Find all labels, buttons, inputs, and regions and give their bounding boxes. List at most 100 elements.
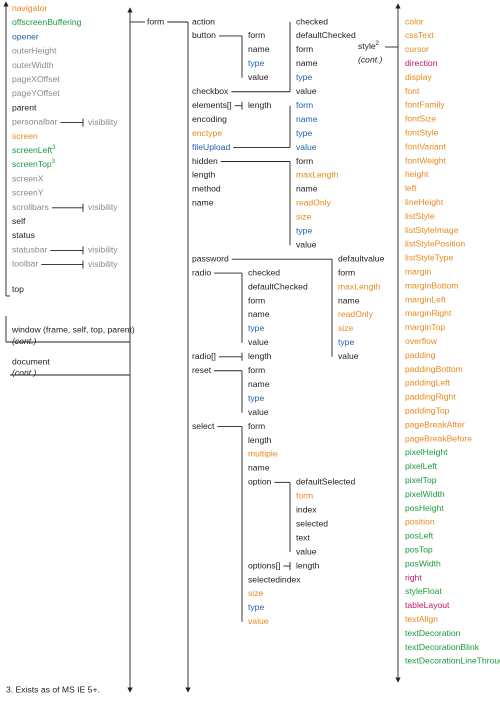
window-property: screenX <box>12 174 44 184</box>
footnote-ref: 3 <box>52 159 56 165</box>
style-property: pixelTop <box>405 475 437 485</box>
property: name <box>248 379 270 389</box>
property: name <box>248 309 270 319</box>
property-name: outerWidth <box>12 60 54 70</box>
property: defaultvalue <box>338 253 385 263</box>
style-property: left <box>405 183 417 193</box>
property: form <box>296 156 313 166</box>
property: radio[] <box>192 351 216 361</box>
property: length <box>248 435 272 445</box>
property: selectedindex <box>248 574 301 584</box>
property-name: top <box>12 284 24 294</box>
property: maxLength <box>338 281 381 291</box>
style-property: listStyleType <box>405 253 453 263</box>
property: value <box>296 546 317 556</box>
property-name: screenLeft <box>12 145 53 155</box>
style-property: tableLayout <box>405 600 450 610</box>
property: selected <box>296 518 328 528</box>
window-property: scrollbars <box>12 202 49 212</box>
property: type <box>248 323 264 333</box>
window-property: toolbar <box>12 259 38 269</box>
window-property: screenTop3 <box>12 159 56 170</box>
window-property: personalbar <box>12 117 58 127</box>
style-property: fontVariant <box>405 141 447 151</box>
property-name: parent <box>12 103 37 113</box>
property-name: self <box>12 216 26 226</box>
property: name <box>248 463 270 473</box>
style-property: styleFloat <box>405 586 442 596</box>
property: name <box>192 198 214 208</box>
footnote: 3. Exists as of MS IE 5+. <box>6 684 100 694</box>
property: value <box>248 72 269 82</box>
style-name: style <box>358 41 376 51</box>
property: form <box>338 267 355 277</box>
style-property: textDecoration <box>405 628 461 638</box>
property: select <box>192 421 215 431</box>
window-property: pageYOffset <box>12 88 60 98</box>
property: defaultChecked <box>296 30 356 40</box>
window-property: pageXOffset <box>12 74 60 84</box>
style-property: color <box>405 16 424 26</box>
property: form <box>296 491 313 501</box>
style-property: pageBreakAfter <box>405 419 465 429</box>
property: name <box>338 295 360 305</box>
property: type <box>296 72 312 82</box>
style-property: marginTop <box>405 322 445 332</box>
style-property: lineHeight <box>405 197 444 207</box>
window-property: screen <box>12 131 38 141</box>
property-name: personalbar <box>12 117 58 127</box>
window-property: screenY <box>12 188 44 198</box>
window-property: opener <box>12 32 39 42</box>
property: name <box>296 114 318 124</box>
style-property: textDecorationLineThrough <box>405 656 500 666</box>
property: length <box>248 100 272 110</box>
window-note: (cont.) <box>12 336 36 346</box>
style-property: pageBreakBefore <box>405 433 472 443</box>
style-property: padding <box>405 350 436 360</box>
property: password <box>192 253 229 263</box>
style-property: pixelWidth <box>405 489 445 499</box>
property: option <box>248 477 272 487</box>
window-property: statusbar <box>12 245 47 255</box>
style-property: paddingRight <box>405 392 456 402</box>
style-property: listStyleImage <box>405 225 459 235</box>
property: length <box>296 560 320 570</box>
style-property: posWidth <box>405 558 441 568</box>
style-property: cursor <box>405 44 429 54</box>
sub-property: visibility <box>88 202 118 212</box>
style-property: position <box>405 517 435 527</box>
window-property: offscreenBuffering <box>12 17 82 27</box>
property: size <box>296 212 312 222</box>
style-property: fontWeight <box>405 155 447 165</box>
property: action <box>192 16 215 26</box>
style-property: height <box>405 169 429 179</box>
property: form <box>296 100 313 110</box>
style-property: display <box>405 72 432 82</box>
window-property: outerHeight <box>12 46 57 56</box>
property: type <box>248 393 264 403</box>
document-label: document <box>12 356 50 366</box>
property: checkbox <box>192 86 229 96</box>
property: defaultChecked <box>248 281 308 291</box>
property-name: outerHeight <box>12 46 57 56</box>
property: options[] <box>248 560 281 570</box>
style-property: overflow <box>405 336 438 346</box>
property-name: pageYOffset <box>12 88 60 98</box>
property: fileUpload <box>192 142 230 152</box>
property: type <box>296 128 312 138</box>
style-property: posLeft <box>405 531 434 541</box>
sub-property: visibility <box>88 259 118 269</box>
property: name <box>296 58 318 68</box>
property: reset <box>192 365 212 375</box>
style-property: fontFamily <box>405 100 445 110</box>
footnote-ref: 3 <box>52 145 56 151</box>
style-property: marginRight <box>405 308 452 318</box>
property: size <box>338 323 354 333</box>
property: value <box>338 351 359 361</box>
style-property: posTop <box>405 544 433 554</box>
window-property: top <box>12 284 24 294</box>
property: maxLength <box>296 170 339 180</box>
property: value <box>248 337 269 347</box>
property: method <box>192 184 221 194</box>
